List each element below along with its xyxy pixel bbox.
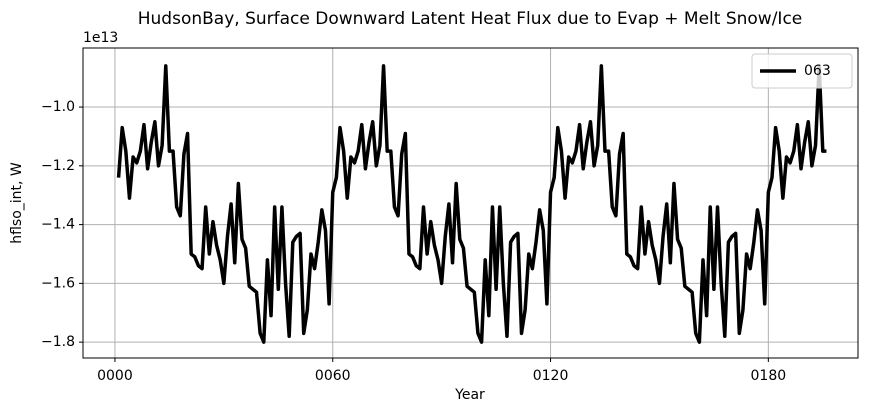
y-tick-label: −1.6 [41, 275, 75, 291]
y-tick-label: −1.2 [41, 158, 75, 174]
x-tick-label: 0180 [751, 368, 787, 384]
y-tick-label: −1.0 [41, 99, 75, 115]
y-tick-label: −1.8 [41, 334, 75, 350]
y-tick-label: −1.4 [41, 217, 75, 233]
x-tick-label: 0120 [533, 368, 569, 384]
y-axis-label: hflso_int, W [9, 162, 25, 244]
line [116, 64, 827, 344]
legend-label: 063 [804, 63, 831, 79]
x-tick-label: 0060 [315, 368, 351, 384]
legend-box [751, 53, 853, 89]
x-axis-label: Year [454, 387, 485, 403]
plot-frame [82, 47, 859, 359]
x-tick-label: 0000 [97, 368, 133, 384]
chart-title: HudsonBay, Surface Downward Latent Heat … [138, 9, 803, 29]
y-offset-label: 1e13 [83, 30, 118, 46]
